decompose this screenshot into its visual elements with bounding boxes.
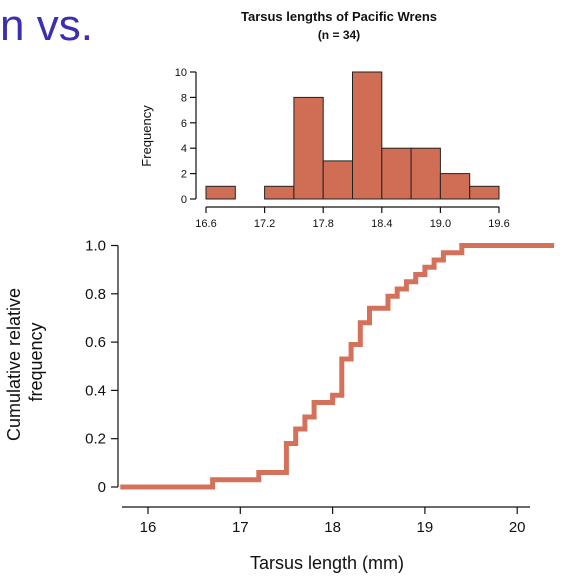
slide-title-fragment: n vs.: [0, 1, 93, 50]
histogram-axes: 0 2 4 6 8 10 16.6 17.2 17.8 18.4 19.0 19.6: [175, 67, 510, 230]
histogram-bar: [293, 96, 324, 200]
cumulative-y-tick-label: 0.6: [85, 334, 106, 351]
cumulative-y-tick-label: 0: [98, 479, 106, 496]
histogram-y-tick-label: 0: [181, 194, 187, 206]
cumulative-y-tick-label: 1.0: [85, 238, 106, 255]
histogram-bar: [410, 147, 441, 200]
cumulative-y-tick-label: 0.4: [85, 382, 106, 399]
histogram-x-tick-label: 17.8: [312, 218, 333, 230]
cumulative-step-line: [120, 243, 555, 490]
histogram-bar: [439, 173, 471, 200]
histogram-title: Tarsus lengths of Pacific Wrens: [241, 9, 437, 24]
histogram-bar: [352, 71, 383, 200]
cumulative-y-axis-label-line-1: Cumulative relative: [4, 288, 24, 441]
histogram-x-tick-label: 19.0: [430, 218, 451, 230]
histogram-bars: [205, 71, 500, 200]
cumulative-y-tick-label: 0.8: [85, 286, 106, 303]
histogram-bar: [469, 185, 500, 200]
histogram-x-tick-label: 18.4: [371, 218, 392, 230]
cumulative-x-tick-label: 18: [324, 519, 341, 536]
histogram-x-tick-label: 16.6: [195, 218, 216, 230]
histogram-bar: [205, 185, 236, 200]
histogram-subtitle: (n = 34): [318, 28, 360, 42]
cumulative-y-tick-label: 0.2: [85, 431, 106, 448]
histogram-y-tick-label: 4: [181, 143, 187, 155]
histogram-y-axis-label: Frequency: [139, 105, 154, 167]
histogram-chart: Tarsus lengths of Pacific Wrens (n = 34)…: [139, 9, 510, 230]
histogram-y-tick-label: 8: [181, 92, 187, 104]
cumulative-x-tick-label: 20: [509, 519, 526, 536]
cumulative-x-tick-label: 19: [417, 519, 434, 536]
histogram-y-tick-label: 2: [181, 169, 187, 181]
cumulative-x-tick-label: 17: [232, 519, 249, 536]
cumulative-y-axis-label: Cumulative relative frequency: [4, 283, 46, 441]
histogram-bar: [381, 147, 412, 200]
cumulative-chart: 0 0.2 0.4 0.6 0.8 1.0 16 17 18 19 20 Cumulative re…: [4, 238, 555, 573]
histogram-x-tick-label: 19.6: [488, 218, 509, 230]
cumulative-axes: 0 0.2 0.4 0.6 0.8 1.0 16 17 18 19 20: [85, 238, 530, 536]
histogram-bar: [322, 160, 354, 200]
histogram-x-tick-label: 17.2: [254, 218, 275, 230]
cumulative-x-axis-label: Tarsus length (mm): [250, 553, 404, 573]
histogram-bar: [264, 185, 295, 200]
histogram-y-tick-label: 10: [175, 67, 187, 79]
cumulative-x-tick-label: 16: [140, 519, 157, 536]
cumulative-y-axis-label-line-2: frequency: [26, 322, 46, 401]
histogram-y-tick-label: 6: [181, 118, 187, 130]
